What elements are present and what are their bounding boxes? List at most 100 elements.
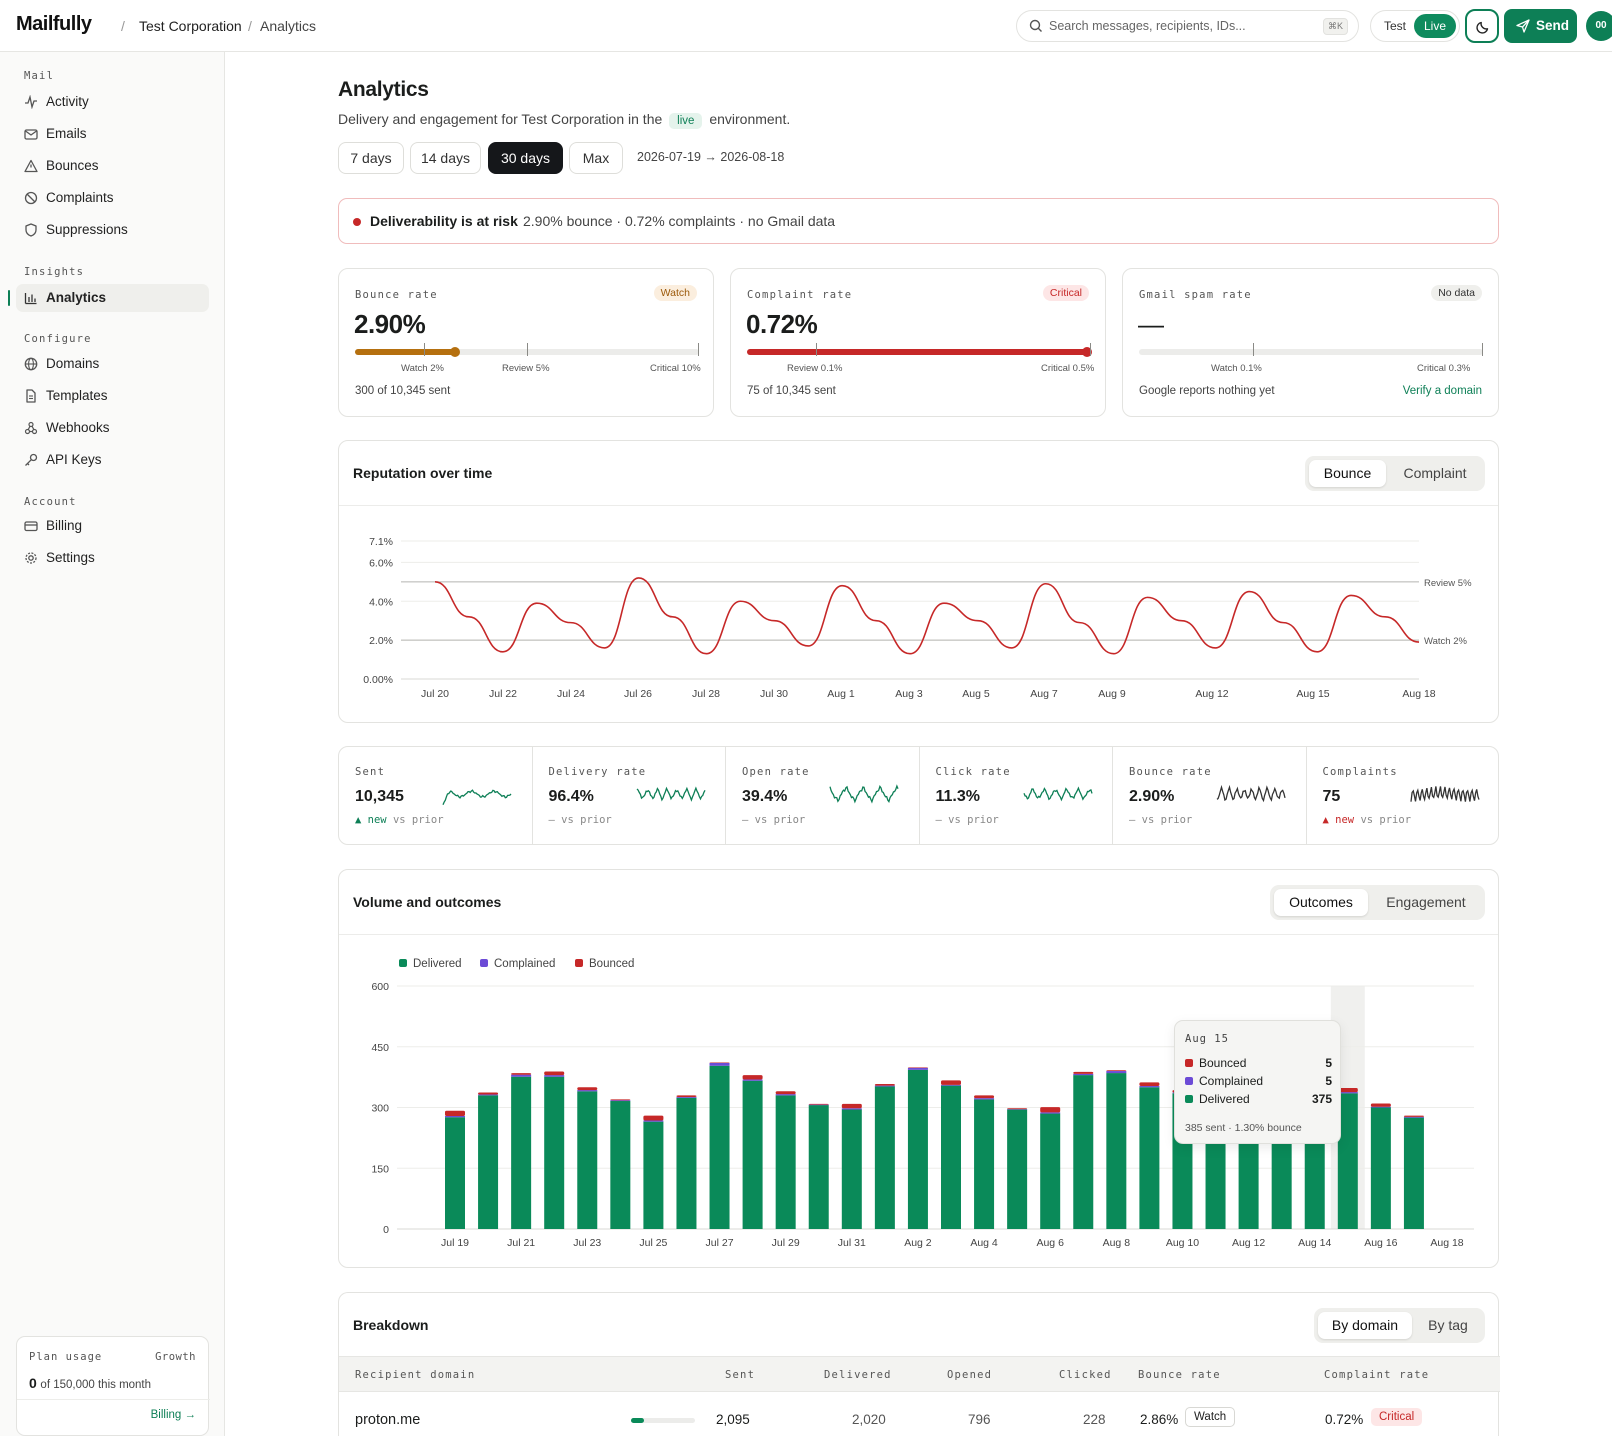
clicked-cell: 228: [1083, 1412, 1106, 1427]
tab-bounce[interactable]: Bounce: [1309, 460, 1386, 487]
env-live-option[interactable]: Live: [1414, 14, 1456, 38]
complaint-rate-cell: 0.72%: [1325, 1412, 1364, 1427]
tab-complaint[interactable]: Complaint: [1403, 465, 1467, 481]
range-14-days-button[interactable]: 14 days: [410, 142, 481, 174]
tab-by-tag[interactable]: By tag: [1428, 1317, 1468, 1333]
environment-toggle[interactable]: Test Live: [1370, 10, 1460, 42]
sidebar-item-bounces[interactable]: Bounces: [16, 152, 209, 180]
column-header[interactable]: Complaint rate: [1324, 1369, 1430, 1381]
plan-tier: Growth: [155, 1351, 196, 1363]
legend-swatch: [399, 959, 407, 967]
bar-bounced: [511, 1073, 532, 1075]
x-tick-label: Aug 2: [904, 1237, 932, 1249]
tab-engagement[interactable]: Engagement: [1386, 894, 1466, 910]
range-7-days-button[interactable]: 7 days: [338, 142, 404, 174]
env-test-option[interactable]: Test: [1384, 19, 1407, 33]
legend-label: Bounced: [589, 958, 635, 970]
reputation-chart: 0.00% 2.0% 4.0% 6.0% 7.1% Review 5% Watch 2% Ju…: [363, 536, 1472, 700]
send-button[interactable]: Send: [1504, 9, 1577, 43]
theme-toggle-button[interactable]: [1465, 9, 1499, 43]
metric-subtext: Google reports nothing yet: [1139, 385, 1275, 397]
sidebar-item-domains[interactable]: Domains: [16, 350, 209, 378]
bar-complained: [1403, 1116, 1424, 1118]
x-tick-label: Jul 27: [706, 1237, 734, 1249]
sidebar-item-settings[interactable]: Settings: [16, 544, 209, 572]
stat-change-mark: —: [548, 814, 555, 826]
subtitle-text: Delivery and engagement for Test Corpora…: [338, 111, 663, 127]
verify-domain-link[interactable]: Verify a domain: [1402, 385, 1482, 397]
tab-by-domain[interactable]: By domain: [1318, 1312, 1412, 1339]
sidebar-item-emails[interactable]: Emails: [16, 120, 209, 148]
threshold-bar: [355, 343, 699, 357]
sidebar-item-label: Domains: [46, 356, 100, 371]
breakdown-tabs: By domain By tag: [1314, 1308, 1485, 1343]
column-header[interactable]: Bounce rate: [1138, 1369, 1221, 1381]
search-input[interactable]: Search messages, recipients, IDs... ⌘K: [1016, 10, 1359, 42]
bar-complained: [874, 1085, 895, 1087]
bar-delivered: [742, 1080, 763, 1229]
sidebar-item-label: Settings: [46, 550, 95, 565]
y-tick-label: 4.0%: [369, 596, 393, 608]
plan-usage-value: 0 of 150,000 this month: [29, 1375, 151, 1391]
column-header[interactable]: Delivered: [824, 1369, 892, 1381]
sidebar-item-suppressions[interactable]: Suppressions: [16, 216, 209, 244]
x-tick-label: Aug 9: [1098, 688, 1126, 700]
breadcrumb-separator: /: [121, 18, 125, 34]
column-header[interactable]: Sent: [725, 1369, 756, 1381]
bar-fill: [747, 349, 1087, 355]
sidebar-item-templates[interactable]: Templates: [16, 382, 209, 410]
tooltip-value: 5: [1325, 1056, 1332, 1070]
sparkline-path: [442, 789, 512, 806]
threshold-label: Critical 0.5%: [1041, 363, 1095, 374]
bar-complained: [1370, 1106, 1391, 1108]
stat-strip: Sent 10,345 ▲ new vs prior Delivery rate 96.…: [338, 746, 1499, 845]
column-header[interactable]: Recipient domain: [355, 1369, 476, 1381]
column-header[interactable]: Clicked: [1059, 1369, 1112, 1381]
stat-change-compare: vs prior: [1360, 814, 1412, 826]
mail-icon: [24, 129, 38, 140]
card-title: Breakdown: [353, 1317, 429, 1333]
sidebar-item-activity[interactable]: Activity: [16, 88, 209, 116]
bar-bounced: [941, 1080, 961, 1085]
avatar[interactable]: 00: [1586, 11, 1612, 41]
x-tick-label: Aug 1: [827, 688, 855, 700]
bar-complained: [907, 1067, 928, 1070]
card-title: Volume and outcomes: [353, 894, 502, 910]
bar-delivered: [941, 1085, 961, 1229]
sidebar-item-api-keys[interactable]: API Keys: [16, 446, 209, 474]
breadcrumb-org[interactable]: Test Corporation: [139, 18, 242, 34]
reference-line-label: Watch 2%: [1424, 636, 1467, 647]
moon-icon: [1476, 21, 1489, 34]
sidebar-item-analytics[interactable]: Analytics: [16, 284, 209, 312]
range-max-button[interactable]: Max: [569, 142, 623, 174]
bar-complained: [1139, 1086, 1160, 1088]
tab-outcomes[interactable]: Outcomes: [1274, 889, 1368, 916]
sidebar-item-webhooks[interactable]: Webhooks: [16, 414, 209, 442]
date-range: 2026-07-19 → 2026-08-18: [637, 150, 785, 164]
divider: [17, 1399, 210, 1400]
bar-bounced: [1073, 1071, 1094, 1074]
plan-used: 0: [29, 1375, 37, 1391]
billing-link[interactable]: Billing →: [150, 1409, 196, 1421]
sidebar-item-billing[interactable]: Billing: [16, 512, 209, 540]
table-row[interactable]: proton.me 2,095 2,020 796 228 2.86% Watc…: [339, 1293, 1500, 1436]
x-tick-label: Jul 20: [421, 688, 449, 700]
range-30-days-button[interactable]: 30 days: [488, 142, 563, 174]
sidebar-item-complaints[interactable]: Complaints: [16, 184, 209, 212]
sidebar-item-label: Analytics: [46, 290, 107, 305]
send-label: Send: [1536, 18, 1570, 33]
bar-complained: [1337, 1092, 1358, 1094]
x-tick-label: Aug 18: [1402, 688, 1435, 700]
bar-delivered: [445, 1117, 465, 1229]
logo[interactable]: Mailfully: [16, 13, 92, 35]
sidebar-item-label: Activity: [46, 94, 89, 109]
environment-badge: live: [669, 113, 703, 129]
bar-bounced: [1403, 1115, 1424, 1117]
column-header[interactable]: Opened: [947, 1369, 993, 1381]
x-tick-label: Jul 29: [772, 1237, 800, 1249]
stat-change-compare: vs prior: [754, 814, 806, 826]
sidebar-item-label: Templates: [46, 388, 108, 403]
bar-complained: [676, 1096, 697, 1098]
stat-change: — vs prior: [1129, 814, 1192, 826]
sidebar: Mail Activity Emails Bounces Complaints …: [0, 52, 225, 1436]
